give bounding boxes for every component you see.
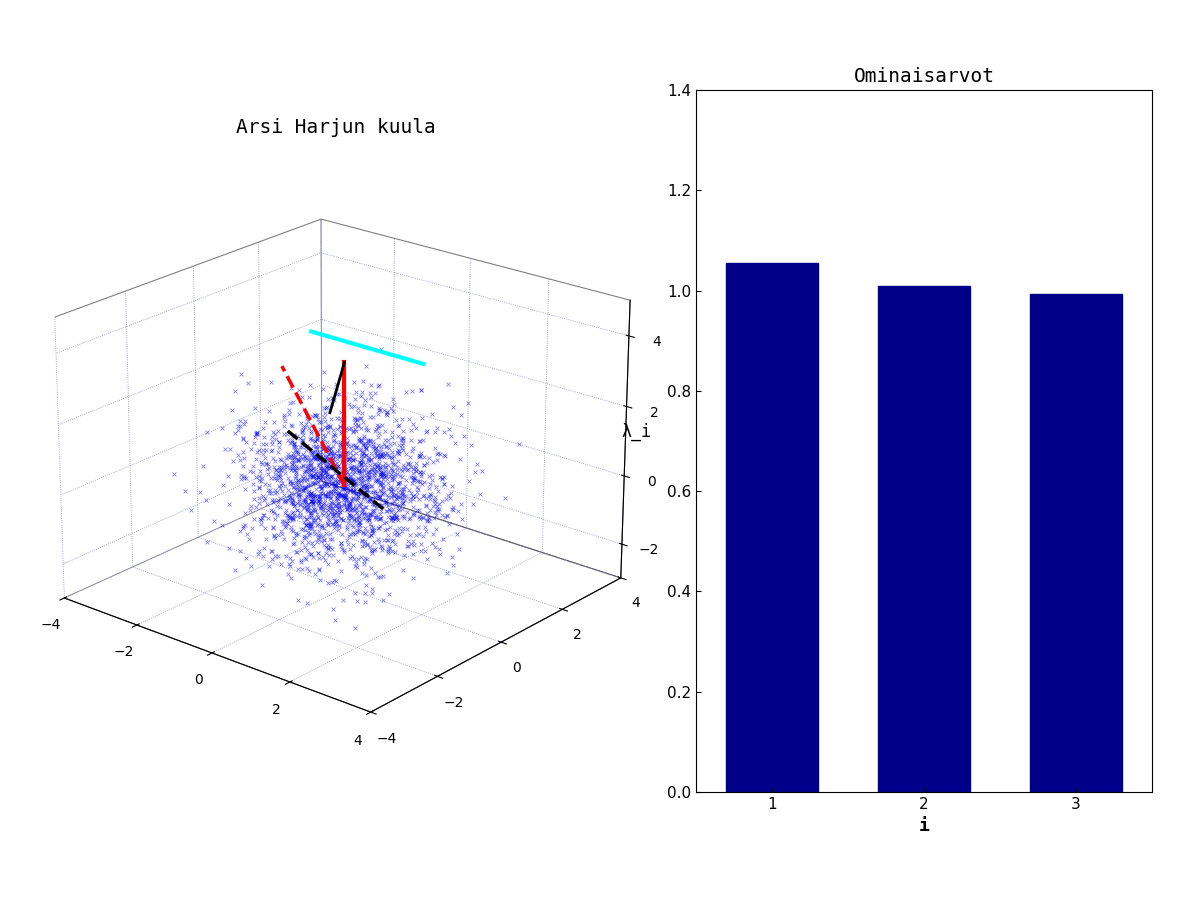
Title: Arsi Harjun kuula: Arsi Harjun kuula <box>236 118 436 137</box>
Bar <box>726 263 817 792</box>
Y-axis label: λ_i: λ_i <box>622 423 652 441</box>
Bar <box>1031 294 1122 792</box>
Title: Ominaisarvot: Ominaisarvot <box>853 67 995 86</box>
Bar <box>878 285 970 792</box>
X-axis label: i: i <box>918 817 930 835</box>
